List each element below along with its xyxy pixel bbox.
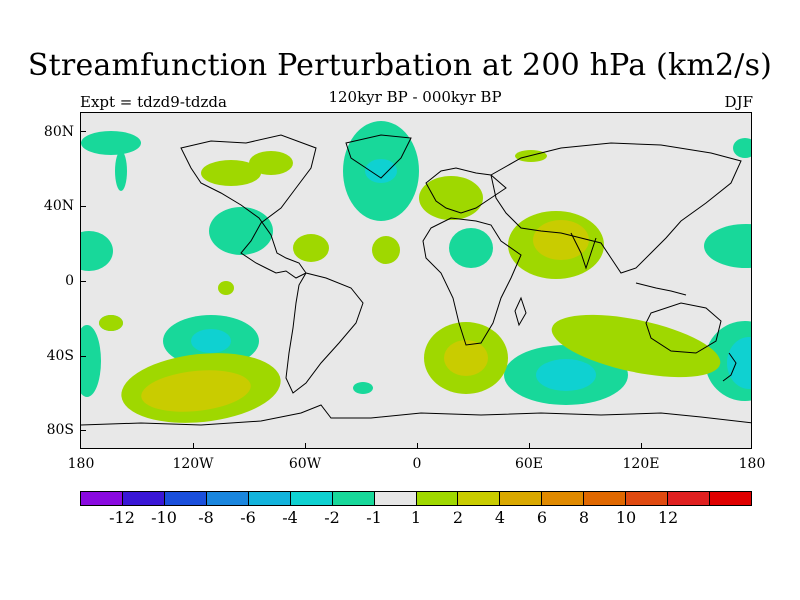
colorbar-swatch (626, 492, 669, 505)
lat-tickmark (80, 206, 86, 207)
anomaly-pos (533, 220, 589, 260)
colorbar-swatch (332, 492, 375, 505)
colorbar-swatch (164, 492, 207, 505)
colorbar-label: -8 (198, 508, 214, 527)
anomaly-pos (201, 160, 261, 186)
lon-tick-60e: 60E (514, 456, 544, 472)
map-panel (80, 112, 752, 449)
lat-tick-40s: 40S (46, 348, 74, 364)
lon-tick-120w: 120W (172, 456, 214, 472)
lat-tick-80n: 80N (43, 124, 74, 140)
anomaly-neg (209, 207, 273, 255)
anomaly-pos (99, 315, 123, 331)
colorbar-label: 8 (578, 508, 590, 527)
colorbar-swatch (290, 492, 333, 505)
anomaly-pos (141, 370, 251, 412)
anomaly-neg (353, 382, 373, 394)
colorbar-label: -6 (240, 508, 256, 527)
anomaly-neg (191, 329, 231, 353)
colorbar-label: -12 (109, 508, 135, 527)
colorbar-label: -1 (366, 508, 382, 527)
lon-tick-180w: 180 (67, 456, 95, 472)
colorbar-swatch (122, 492, 165, 505)
lat-tick-0: 0 (65, 273, 74, 289)
anomaly-pos (218, 281, 234, 295)
colorbar-label: 6 (536, 508, 548, 527)
coastlines (81, 134, 751, 426)
colorbar-label: -10 (151, 508, 177, 527)
anomaly-pos (249, 151, 293, 175)
lon-tick-0: 0 (412, 456, 422, 472)
map-subtitle: 120kyr BP - 000kyr BP (328, 88, 502, 106)
anomaly-neg (727, 337, 751, 389)
colorbar-swatch (458, 492, 501, 505)
anomaly-neg (115, 151, 127, 191)
colorbar-swatch (584, 492, 627, 505)
anomaly-pos (419, 176, 483, 220)
anomaly-neg (536, 359, 596, 391)
lat-tickmark (80, 131, 86, 132)
colorbar-swatch (416, 492, 459, 505)
anomaly-pos (551, 314, 721, 378)
lat-tickmark (80, 430, 86, 431)
anomaly-neg (733, 138, 751, 158)
lon-tickmark (529, 443, 530, 449)
anomaly-neg (81, 231, 113, 271)
lon-tick-60w: 60W (288, 456, 322, 472)
anomaly-neg (704, 224, 751, 268)
lat-tickmark (80, 356, 86, 357)
lat-tickmark (80, 281, 86, 282)
lon-tickmark (641, 443, 642, 449)
colorbar-swatch (668, 492, 711, 505)
colorbar-swatch (500, 492, 543, 505)
anomaly-pos (372, 236, 400, 264)
map-title: Streamfunction Perturbation at 200 hPa (… (27, 48, 773, 83)
colorbar-label: 2 (452, 508, 464, 527)
anomaly-neg (365, 159, 397, 183)
anomaly-neg (81, 325, 101, 397)
anomaly-pos (444, 340, 488, 376)
lon-tick-120e: 120E (622, 456, 660, 472)
colorbar-swatch (81, 492, 123, 505)
positive-anomalies (99, 150, 721, 423)
experiment-label: Expt = tdzd9-tdzda (80, 93, 227, 111)
colorbar (80, 491, 752, 506)
anomaly-neg (81, 131, 141, 155)
lat-tick-80s: 80S (46, 422, 74, 438)
anomaly-pos (293, 234, 329, 262)
colorbar-swatch (542, 492, 585, 505)
colorbar-swatch (374, 492, 417, 505)
colorbar-swatch (710, 492, 751, 505)
anomaly-neg (449, 228, 493, 268)
lon-tickmark (417, 443, 418, 449)
colorbar-label: -4 (282, 508, 298, 527)
colorbar-label: 12 (657, 508, 679, 527)
colorbar-label: 10 (615, 508, 637, 527)
colorbar-swatch (248, 492, 291, 505)
colorbar-label: -2 (324, 508, 340, 527)
colorbar-label: 4 (494, 508, 506, 527)
streamfunction-map (81, 113, 751, 448)
season-label: DJF (724, 93, 753, 111)
lon-tickmark (193, 443, 194, 449)
lat-tick-40n: 40N (43, 198, 74, 214)
colorbar-swatch (206, 492, 249, 505)
colorbar-label: 1 (410, 508, 422, 527)
lon-tick-180e: 180 (738, 456, 766, 472)
lon-tickmark (305, 443, 306, 449)
